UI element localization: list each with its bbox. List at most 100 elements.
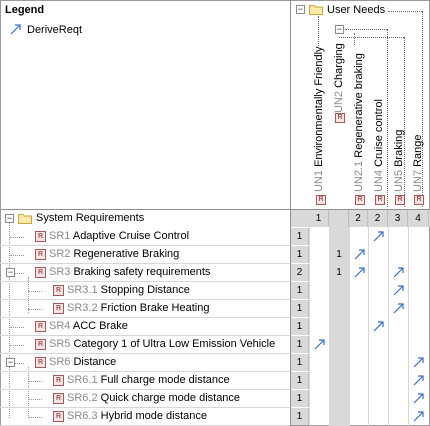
- derive-arrow-icon[interactable]: [412, 410, 425, 423]
- legend-item-label: DeriveReqt: [27, 24, 83, 36]
- row-count: 1: [291, 300, 309, 317]
- row-label[interactable]: SR6 Distance: [49, 356, 116, 368]
- derive-arrow-icon[interactable]: [353, 266, 366, 279]
- requirement-name: Adaptive Cruise Control: [70, 230, 190, 242]
- derive-arrow-icon[interactable]: [353, 248, 366, 261]
- column-count-un2: [329, 210, 349, 227]
- requirement-icon: R: [35, 267, 46, 278]
- grid-line: [329, 210, 330, 426]
- requirement-icon: R: [53, 303, 64, 314]
- row-root-collapse-toggle[interactable]: −: [5, 213, 14, 223]
- derive-arrow-icon: [10, 24, 21, 35]
- column-header-un7[interactable]: UN7 Range: [412, 134, 424, 193]
- derive-arrow-icon[interactable]: [412, 392, 425, 405]
- derive-arrow-icon[interactable]: [412, 356, 425, 369]
- column-root-collapse-toggle[interactable]: −: [296, 4, 305, 14]
- requirement-icon: R: [35, 249, 46, 260]
- row-label[interactable]: SR3.2 Friction Brake Heating: [67, 302, 209, 314]
- tree-connector: [28, 417, 42, 418]
- tree-connector: [10, 237, 24, 238]
- tree-connector: [345, 29, 387, 30]
- row-label[interactable]: SR6.2 Quick charge mode distance: [67, 392, 240, 404]
- requirement-icon: R: [35, 339, 46, 350]
- requirement-name: Quick charge mode distance: [97, 392, 241, 404]
- derive-arrow-icon[interactable]: [313, 338, 326, 351]
- row-label[interactable]: SR1 Adaptive Cruise Control: [49, 230, 189, 242]
- requirement-icon: R: [35, 321, 46, 332]
- row-label[interactable]: SR6.3 Hybrid mode distance: [67, 410, 207, 422]
- requirement-icon: R: [335, 113, 345, 123]
- table-row[interactable]: R SR1 Adaptive Cruise Control 1: [0, 228, 309, 246]
- matrix-cell-count[interactable]: 1: [336, 267, 342, 278]
- requirement-icon: R: [395, 195, 405, 205]
- table-row[interactable]: R SR6.2 Quick charge mode distance 1: [0, 390, 309, 408]
- derive-arrow-icon[interactable]: [392, 266, 405, 279]
- table-row[interactable]: R SR3.1 Stopping Distance 1: [0, 282, 309, 300]
- row-label[interactable]: SR5 Category 1 of Ultra Low Emission Veh…: [49, 338, 275, 350]
- row-label[interactable]: SR2 Regenerative Braking: [49, 248, 179, 260]
- row-count: 1: [291, 390, 309, 407]
- requirement-id: SR1: [49, 230, 71, 242]
- tree-connector: [28, 291, 42, 292]
- table-row[interactable]: R SR2 Regenerative Braking 1: [0, 246, 309, 264]
- table-row[interactable]: R SR6.1 Full charge mode distance 1: [0, 372, 309, 390]
- tree-connector: [339, 37, 404, 38]
- derive-arrow-icon[interactable]: [392, 302, 405, 315]
- requirement-icon: R: [414, 195, 424, 205]
- row-count: 1: [291, 228, 309, 245]
- requirement-name: Distance: [70, 356, 117, 368]
- column-header-un4[interactable]: UN4 Cruise control: [373, 99, 385, 192]
- table-row[interactable]: R SR4 ACC Brake 1: [0, 318, 309, 336]
- column-header-un5[interactable]: UN5 Braking: [393, 129, 405, 192]
- column-header-un1[interactable]: UN1 Environmentally Friendly: [313, 46, 325, 192]
- column-root-label[interactable]: User Needs: [327, 4, 386, 16]
- requirement-id: SR6.2: [67, 392, 98, 404]
- row-root-label[interactable]: System Requirements: [36, 212, 145, 224]
- table-row[interactable]: R SR6.3 Hybrid mode distance 1: [0, 408, 309, 426]
- row-collapse-toggle[interactable]: −: [6, 357, 15, 367]
- pane-divider-vertical[interactable]: [290, 0, 291, 426]
- table-row[interactable]: − R SR6 Distance 1: [0, 354, 309, 372]
- grid-line: [408, 210, 409, 426]
- tree-connector: [10, 345, 24, 346]
- tree-connector: [354, 33, 355, 45]
- table-row[interactable]: R SR3.2 Friction Brake Heating 1: [0, 300, 309, 318]
- row-label[interactable]: SR3.1 Stopping Distance: [67, 284, 190, 296]
- column-count-un4: 2: [368, 210, 388, 227]
- grid-line: [388, 210, 389, 426]
- derive-arrow-icon[interactable]: [372, 230, 385, 243]
- folder-icon: [18, 214, 32, 224]
- matrix-cell-count[interactable]: 1: [336, 249, 342, 260]
- requirement-id: SR6: [49, 356, 71, 368]
- row-count: 1: [291, 282, 309, 299]
- requirement-icon: R: [35, 231, 46, 242]
- requirement-id: SR3.2: [67, 302, 98, 314]
- row-count: 1: [291, 246, 309, 263]
- derive-arrow-icon[interactable]: [392, 284, 405, 297]
- tree-connector: [28, 309, 42, 310]
- row-label[interactable]: SR6.1 Full charge mode distance: [67, 374, 230, 386]
- requirement-id: SR4: [49, 320, 71, 332]
- table-row[interactable]: R SR5 Category 1 of Ultra Low Emission Ve…: [0, 336, 309, 354]
- row-count: 1: [291, 318, 309, 335]
- pane-divider-horizontal[interactable]: [0, 209, 430, 210]
- requirement-id: SR2: [49, 248, 71, 260]
- column-header-un2[interactable]: UN2 Charging: [333, 43, 345, 113]
- tree-connector: [10, 327, 24, 328]
- requirement-icon: R: [375, 195, 385, 205]
- row-collapse-toggle[interactable]: −: [6, 267, 15, 277]
- table-row[interactable]: − R SR3 Braking safety requirements 2: [0, 264, 309, 282]
- tree-connector: [28, 399, 42, 400]
- row-label[interactable]: SR4 ACC Brake: [49, 320, 128, 332]
- column-header-un2-1[interactable]: UN2.1 Regenerative braking: [353, 53, 365, 192]
- folder-icon: [309, 5, 323, 15]
- derive-arrow-icon[interactable]: [372, 320, 385, 333]
- tree-connector: [387, 29, 388, 207]
- grid-line: [349, 210, 350, 426]
- column-un2-collapse-toggle[interactable]: −: [335, 24, 344, 34]
- derive-arrow-icon[interactable]: [412, 374, 425, 387]
- tree-connector: [28, 381, 42, 382]
- row-label[interactable]: SR3 Braking safety requirements: [49, 266, 210, 278]
- column-highlight: [329, 227, 349, 426]
- requirement-name: Category 1 of Ultra Low Emission Vehicle: [70, 338, 276, 350]
